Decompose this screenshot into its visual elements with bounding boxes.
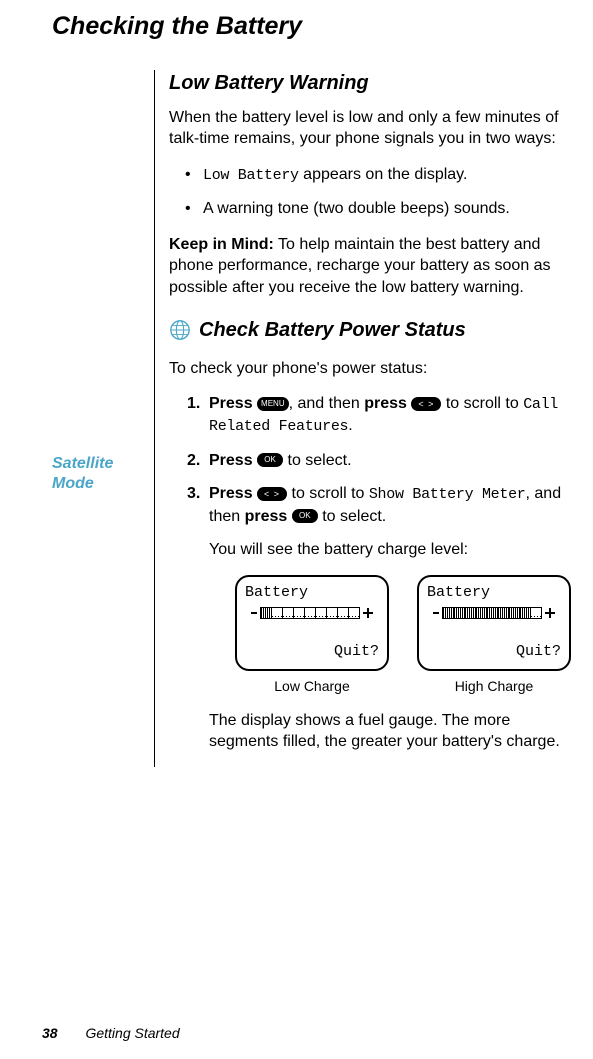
plus-icon — [363, 608, 373, 618]
caption-high: High Charge — [417, 677, 571, 696]
bullet-display: Low Battery appears on the display. — [185, 164, 571, 186]
step1-b: , and then — [289, 395, 365, 412]
caption-low: Low Charge — [235, 677, 389, 696]
step-2-num: 2. — [187, 450, 200, 472]
step2-b: to select. — [283, 452, 351, 469]
step-3: 3. Press < > to scroll to Show Battery M… — [187, 483, 571, 753]
page-title: Checking the Battery — [52, 10, 565, 44]
footer-section: Getting Started — [85, 1025, 179, 1041]
screens-row: Battery Quit — [235, 575, 571, 696]
gauge-high-bar — [442, 607, 542, 619]
screen-low: Battery Quit — [235, 575, 389, 671]
left-column: Satellite Mode — [52, 70, 154, 767]
screen-high-quit: Quit? — [427, 642, 561, 662]
keep-label: Keep in Mind: — [169, 236, 274, 253]
step1-press1: Press — [209, 395, 257, 412]
step3-e: to select. — [318, 508, 386, 525]
screen-low-wrap: Battery Quit — [235, 575, 389, 696]
screen-high: Battery Quit? — [417, 575, 571, 671]
globe-icon — [169, 319, 191, 341]
minus-icon — [251, 612, 257, 614]
steps-list: 1. Press MENU, and then press < > to scr… — [187, 393, 571, 753]
low-battery-list: Low Battery appears on the display. A wa… — [185, 164, 571, 220]
step-3-num: 3. — [187, 483, 200, 505]
check-heading: Check Battery Power Status — [199, 317, 466, 344]
step1-d: to scroll to — [441, 395, 523, 412]
screen-low-quit: Quit? — [245, 642, 379, 662]
minus-icon-2 — [433, 612, 439, 614]
bullet-display-post: appears on the display. — [299, 166, 468, 183]
gauge-low-bar — [260, 607, 360, 619]
step3-press1: Press — [209, 485, 257, 502]
scroll-button-glyph: < > — [411, 397, 441, 411]
bullet-tone: A warning tone (two double beeps) sounds… — [185, 198, 571, 220]
vertical-divider — [154, 70, 155, 767]
low-battery-heading: Low Battery Warning — [169, 70, 571, 97]
step3-press2: press — [245, 508, 288, 525]
ok-button-glyph-2: OK — [292, 509, 318, 523]
plus-icon-2 — [545, 608, 555, 618]
step1-press2: press — [364, 395, 407, 412]
ok-button-glyph: OK — [257, 453, 283, 467]
screen-low-title: Battery — [245, 583, 379, 603]
result-line: You will see the battery charge level: — [209, 539, 571, 561]
step3-target: Show Battery Meter — [369, 486, 526, 503]
step-1-num: 1. — [187, 393, 200, 415]
menu-button-glyph: MENU — [257, 397, 289, 411]
check-intro: To check your phone's power status: — [169, 358, 571, 380]
page-footer: 38 Getting Started — [42, 1024, 180, 1043]
content-row: Satellite Mode Low Battery Warning When … — [52, 70, 565, 767]
mode-label: Satellite Mode — [52, 454, 154, 494]
gauge-low — [251, 605, 373, 621]
screen-high-title: Battery — [427, 583, 561, 603]
step-2: 2. Press OK to select. — [187, 450, 571, 472]
keep-in-mind: Keep in Mind: To help maintain the best … — [169, 234, 571, 299]
low-battery-intro: When the battery level is low and only a… — [169, 107, 571, 150]
low-battery-mono: Low Battery — [203, 167, 299, 184]
after-screens-text: The display shows a fuel gauge. The more… — [209, 710, 571, 753]
scroll-button-glyph-2: < > — [257, 487, 287, 501]
mode-label-l1: Satellite — [52, 455, 113, 472]
step1-e: . — [348, 417, 352, 434]
step-1: 1. Press MENU, and then press < > to scr… — [187, 393, 571, 438]
screen-high-wrap: Battery Quit? — [417, 575, 571, 696]
main-column: Low Battery Warning When the battery lev… — [169, 70, 571, 767]
step2-press: Press — [209, 452, 257, 469]
page-number: 38 — [42, 1025, 58, 1041]
gauge-high — [433, 605, 555, 621]
mode-label-l2: Mode — [52, 475, 94, 492]
step3-b: to scroll to — [287, 485, 369, 502]
check-heading-row: Check Battery Power Status — [169, 317, 571, 344]
